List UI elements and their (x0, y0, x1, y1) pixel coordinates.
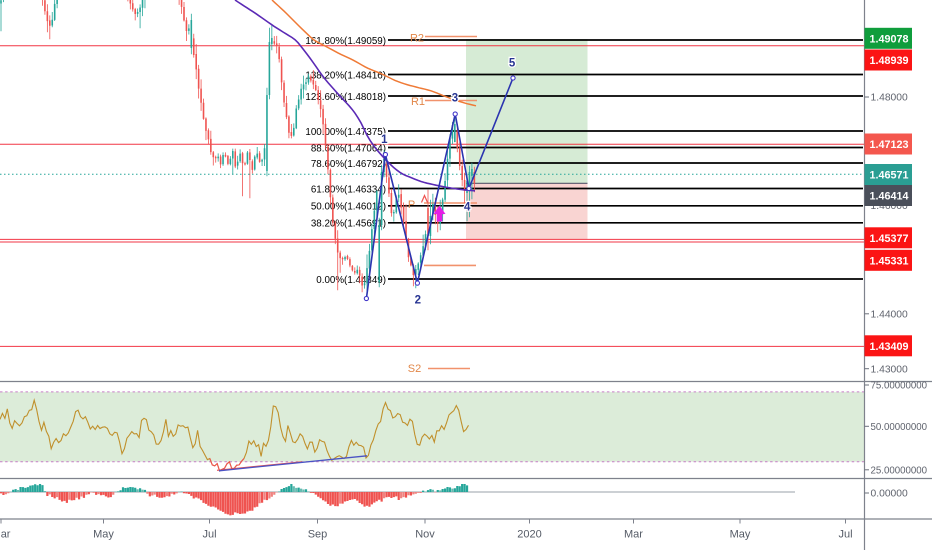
svg-text:78.60%(1.46792): 78.60%(1.46792) (311, 159, 386, 170)
svg-text:50.00%(1.46012): 50.00%(1.46012) (311, 202, 386, 213)
svg-text:1.48000: 1.48000 (871, 93, 908, 104)
svg-text:1: 1 (381, 134, 388, 146)
svg-text:75.00000000: 75.00000000 (871, 381, 928, 392)
svg-text:61.80%(1.46334): 61.80%(1.46334) (311, 184, 386, 195)
svg-text:Jul: Jul (838, 529, 852, 541)
svg-text:138.20%(1.48416): 138.20%(1.48416) (305, 70, 386, 81)
svg-text:1.46000: 1.46000 (871, 201, 908, 212)
svg-text:0.00000: 0.00000 (871, 489, 908, 500)
svg-text:Sep: Sep (308, 529, 328, 541)
svg-text:1.49078: 1.49078 (869, 34, 908, 46)
svg-text:1.48939: 1.48939 (869, 55, 908, 67)
svg-text:1.43409: 1.43409 (869, 341, 908, 353)
svg-text:Jul: Jul (202, 529, 216, 541)
svg-text:2: 2 (415, 295, 421, 307)
svg-text:123.60%(1.48018): 123.60%(1.48018) (305, 92, 386, 103)
svg-text:R2: R2 (410, 33, 424, 45)
svg-text:38.20%(1.45691): 38.20%(1.45691) (311, 219, 386, 230)
svg-text:Nov: Nov (415, 529, 435, 541)
svg-text:P: P (408, 199, 415, 211)
svg-text:1.43000: 1.43000 (871, 364, 908, 375)
svg-text:88.60%(1.47064): 88.60%(1.47064) (311, 143, 386, 154)
svg-text:100.00%(1.47375): 100.00%(1.47375) (305, 127, 386, 138)
svg-text:0.00%(1.44849): 0.00%(1.44849) (316, 275, 386, 286)
svg-text:1.44000: 1.44000 (871, 309, 908, 320)
svg-text:5: 5 (509, 58, 516, 70)
svg-text:50.00000000: 50.00000000 (871, 422, 928, 433)
svg-text:Mar: Mar (0, 529, 11, 541)
svg-text:R1: R1 (411, 96, 425, 108)
svg-text:3: 3 (452, 93, 458, 105)
svg-text:2020: 2020 (517, 529, 541, 541)
svg-text:1.45377: 1.45377 (869, 233, 908, 245)
svg-text:S2: S2 (408, 363, 421, 375)
svg-text:1.45331: 1.45331 (869, 256, 908, 268)
svg-text:Mar: Mar (624, 529, 643, 541)
svg-text:May: May (730, 529, 751, 541)
svg-text:4: 4 (464, 202, 471, 214)
svg-text:25.00000000: 25.00000000 (871, 465, 928, 476)
svg-text:1.46571: 1.46571 (869, 170, 908, 182)
svg-text:1.46414: 1.46414 (869, 191, 908, 203)
svg-text:May: May (93, 529, 114, 541)
svg-text:1.47123: 1.47123 (869, 139, 908, 151)
svg-text:161.80%(1.49059): 161.80%(1.49059) (305, 36, 386, 47)
